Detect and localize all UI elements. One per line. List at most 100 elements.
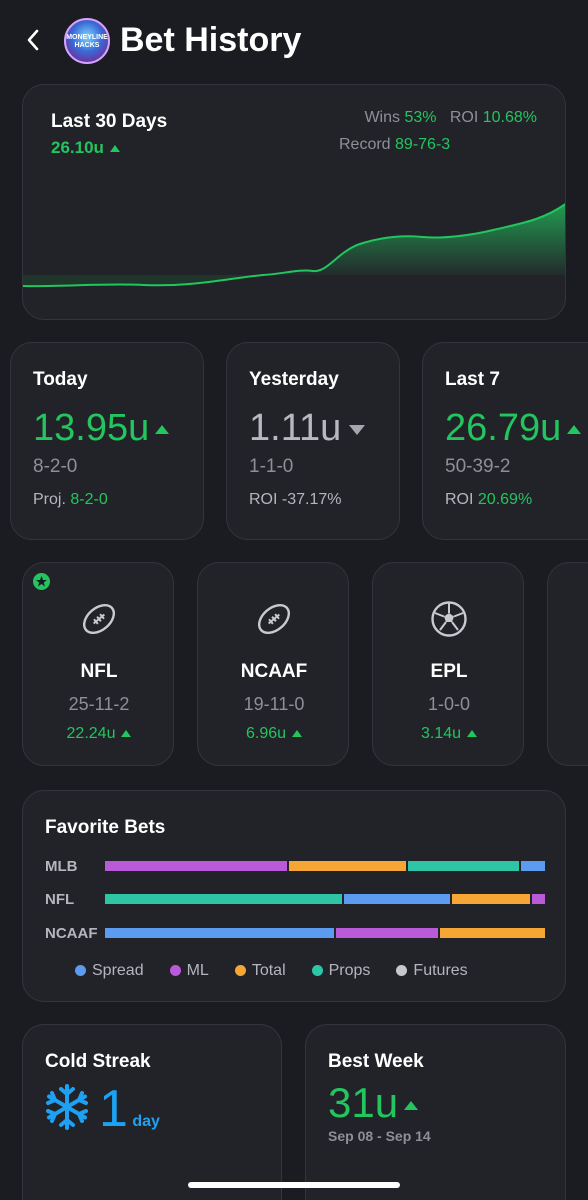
league-record: 1-0-0: [427, 694, 471, 714]
bet-bar-nfl: [105, 894, 545, 904]
league-units: 22.24u: [23, 725, 173, 743]
legend-item-props: Props: [311, 962, 370, 979]
legend-item-total: Total: [234, 962, 286, 979]
units-trend-chart: [23, 203, 565, 288]
bet-row-label: NFL: [45, 891, 75, 908]
roi-label: ROI: [445, 491, 474, 508]
period-footer: ROI 20.69%: [445, 491, 532, 509]
league-record: 25-11-2: [68, 694, 130, 714]
legend-dot: [234, 965, 246, 977]
trend-down-icon: [349, 424, 366, 435]
favorite-bets-title: Favorite Bets: [45, 817, 166, 838]
page-title: Bet History: [120, 21, 302, 59]
best-week-range: Sep 08 - Sep 14: [328, 1128, 431, 1144]
period-label: Yesterday: [249, 369, 339, 390]
bar-segment-total: [451, 894, 530, 904]
wins-value: 53%: [404, 109, 437, 126]
bar-segment-spread: [105, 928, 334, 938]
chart-area: [23, 204, 565, 275]
bet-bar-mlb: [105, 861, 545, 871]
best-week-units: 31u: [328, 1079, 399, 1126]
trend-up-icon: [404, 1101, 419, 1111]
period-record: 8-2-0: [33, 456, 78, 477]
football-icon: [257, 604, 291, 634]
period-card-today[interactable]: Today 13.95u 8-2-0 Proj. 8-2-0: [10, 342, 204, 540]
best-week-value: 31u: [328, 1079, 419, 1127]
league-card-nfl[interactable]: NFL 25-11-2 22.24u: [22, 562, 174, 766]
period-units: 1.11u: [249, 407, 366, 450]
streak-number: 1: [99, 1080, 128, 1138]
league-units: 6.96u: [198, 725, 348, 743]
app-logo: MONEYLINE HACKS: [64, 18, 110, 64]
streak-unit: day: [132, 1113, 160, 1130]
period-label: Last 7: [445, 369, 500, 390]
summary-units: 26.10u: [51, 138, 120, 158]
league-units-value: 22.24u: [66, 725, 116, 742]
league-card-next[interactable]: [547, 562, 588, 766]
record-value: 89-76-3: [395, 136, 451, 153]
cold-streak-card: Cold Streak 1 day: [22, 1024, 282, 1200]
wins-label: Wins: [364, 109, 400, 126]
trend-up-icon: [121, 730, 132, 738]
legend-item-spread: Spread: [75, 962, 144, 979]
trend-up-icon: [292, 730, 303, 738]
league-name: EPL: [430, 661, 468, 682]
soccer-ball-icon: [431, 601, 467, 637]
bar-segment-ml: [335, 928, 439, 938]
favorite-bets-card: Favorite Bets MLB NFL NCAAF Spread ML Tota…: [22, 790, 566, 1002]
chevron-left-icon: [27, 29, 39, 51]
period-footer: Proj. 8-2-0: [33, 491, 108, 509]
summary-period: Last 30 Days: [51, 111, 168, 132]
summary-card: Last 30 Days 26.10u Wins 53% ROI 10.68% …: [22, 84, 566, 320]
league-card-ncaaf[interactable]: NCAAF 19-11-0 6.96u: [197, 562, 349, 766]
period-record: 50-39-2: [445, 456, 511, 477]
period-units: 13.95u: [33, 407, 170, 450]
best-week-card: Best Week 31u Sep 08 - Sep 14: [305, 1024, 566, 1200]
chart-line: [23, 203, 565, 288]
summary-stats-row2: Record 89-76-3: [339, 136, 450, 154]
summary-stats-row1: Wins 53% ROI 10.68%: [364, 109, 537, 127]
proj-value: 8-2-0: [70, 491, 108, 508]
period-units-value: 13.95u: [33, 407, 150, 449]
legend-item-futures: Futures: [396, 962, 468, 979]
league-units-value: 6.96u: [245, 725, 287, 742]
trend-up-icon: [109, 145, 120, 153]
legend-dot: [396, 965, 408, 977]
league-name: NCAAF: [240, 661, 308, 682]
best-week-title: Best Week: [328, 1051, 424, 1072]
roi-label: ROI: [449, 109, 479, 126]
legend-dot: [75, 965, 86, 977]
bet-row-label: MLB: [45, 858, 78, 875]
home-indicator[interactable]: [188, 1182, 400, 1188]
trend-up-icon: [467, 730, 478, 738]
period-units-value: 1.11u: [249, 407, 342, 449]
league-card-epl[interactable]: EPL 1-0-0 3.14u: [372, 562, 524, 766]
period-footer: ROI -37.17%: [249, 491, 342, 509]
trend-up-icon: [155, 425, 170, 435]
period-label: Today: [33, 369, 88, 390]
bar-segment-spread: [343, 894, 450, 904]
football-icon: [82, 604, 116, 634]
bar-segment-props: [408, 861, 520, 871]
bet-bar-ncaaf: [105, 928, 545, 938]
league-units-value: 3.14u: [420, 725, 462, 742]
roi-value: 20.69%: [477, 491, 533, 508]
snowflake-icon: [46, 1084, 88, 1130]
chart-area-below: [23, 275, 263, 286]
period-card-last7[interactable]: Last 7 26.79u 50-39-2 ROI 20.69%: [422, 342, 588, 540]
period-units: 26.79u: [445, 407, 582, 450]
bar-segment-ml: [531, 894, 545, 904]
period-card-yesterday[interactable]: Yesterday 1.11u 1-1-0 ROI -37.17%: [226, 342, 400, 540]
back-button[interactable]: [22, 26, 46, 54]
bar-segment-ml: [105, 861, 288, 871]
summary-units-value: 26.10u: [51, 138, 104, 157]
trend-up-icon: [567, 425, 582, 435]
legend-dot: [311, 965, 323, 977]
star-badge-icon: [33, 573, 50, 590]
bar-segment-total: [440, 928, 545, 938]
cold-streak-title: Cold Streak: [45, 1051, 151, 1072]
period-record: 1-1-0: [249, 456, 294, 477]
logo-text: MONEYLINE HACKS: [66, 34, 108, 49]
legend-label: Futures: [413, 962, 468, 979]
legend-item-ml: ML: [169, 962, 209, 979]
